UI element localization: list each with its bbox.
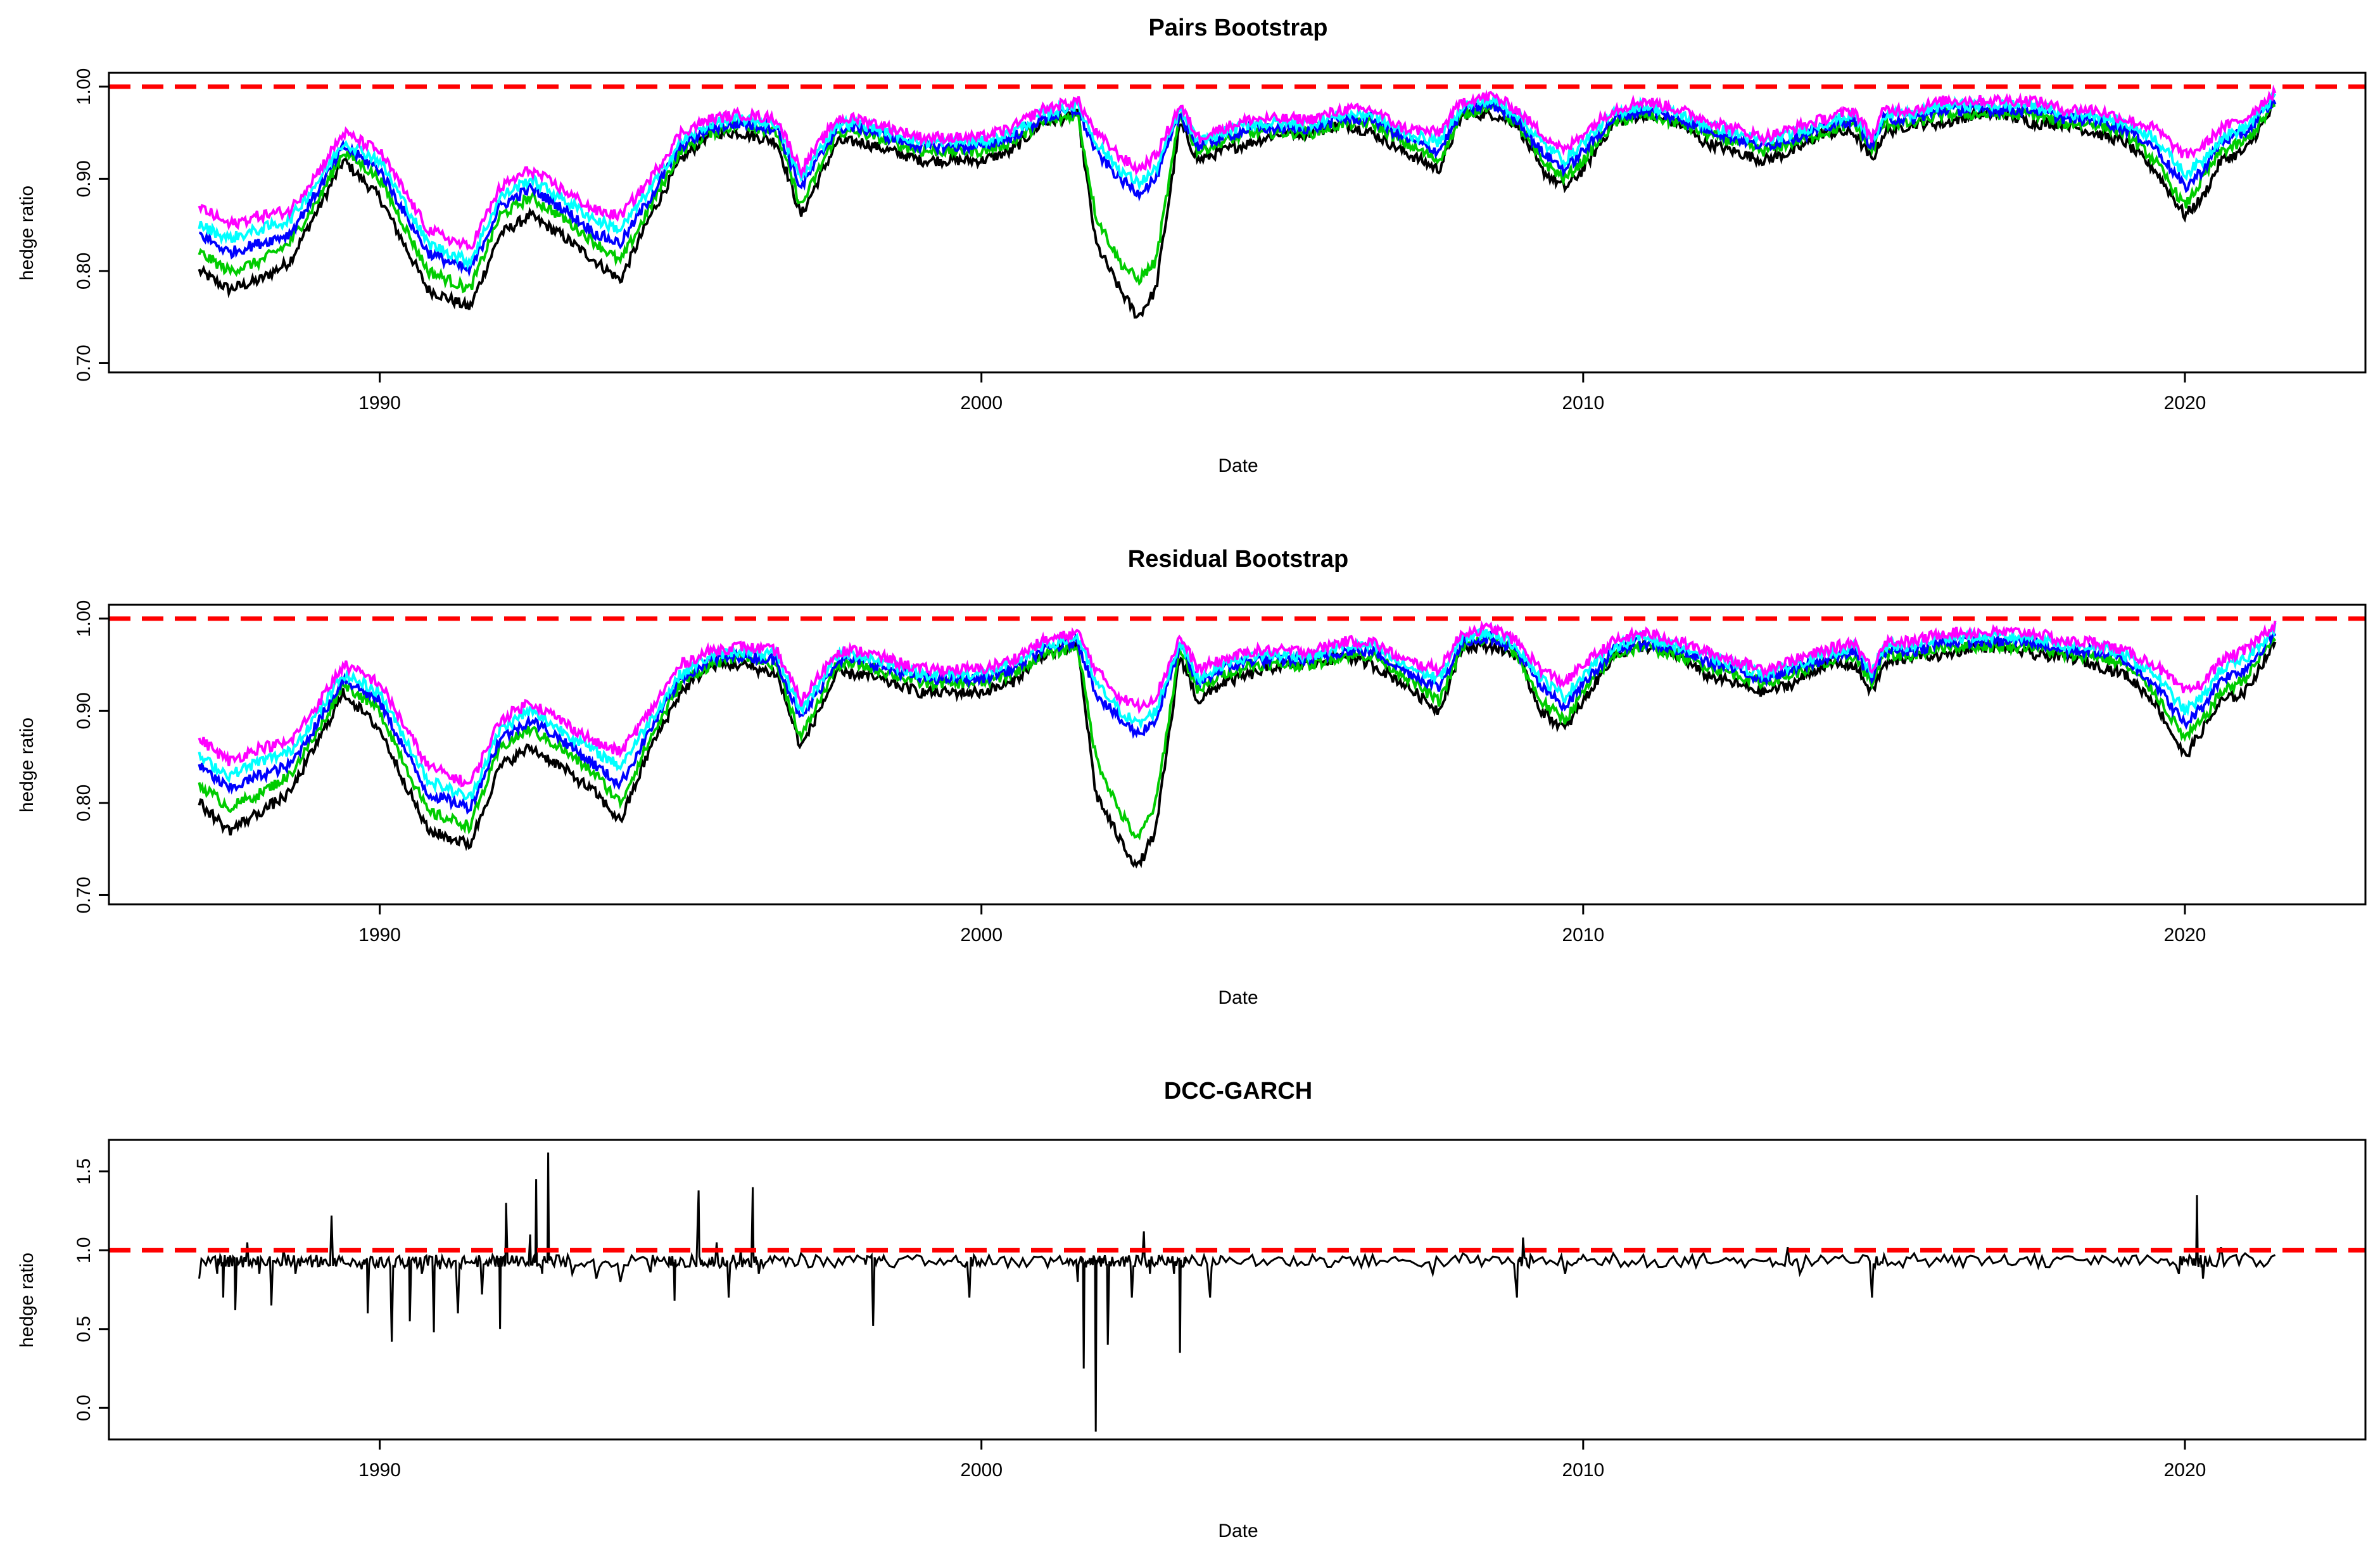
panel-residual-bootstrap: Residual Bootstrap 1990 2000 2010 2020 0.70 0…: [16, 546, 2367, 1008]
series-group: [198, 620, 2277, 869]
y-tick-label: 0.90: [73, 692, 94, 729]
series-line: [198, 84, 2277, 251]
y-axis-label: hedge ratio: [16, 718, 37, 812]
series-group: [198, 1152, 2276, 1432]
series-line: [198, 638, 2277, 869]
plot-frame: [108, 72, 2367, 374]
y-tick-label: 0.5: [73, 1316, 94, 1343]
y-tick-label: 1.0: [73, 1237, 94, 1263]
series-line: [198, 620, 2277, 788]
plot-area: 1990 2000 2010 2020 0.0 0.5 1.0 1.5: [73, 1139, 2367, 1481]
y-tick-label: 0.70: [73, 345, 94, 381]
plot-frame: [108, 604, 2367, 906]
plot-area: 1990 2000 2010 2020 0.70 0.80 0.90 1.00: [73, 600, 2367, 945]
y-tick-label: 1.00: [73, 600, 94, 637]
series-line: [198, 623, 2277, 800]
panel-pairs-bootstrap: Pairs Bootstrap 1990 2000 2010 2020 0.70 0.80…: [16, 15, 2367, 476]
panel-title: Residual Bootstrap: [1128, 546, 1348, 572]
x-tick-label: 2020: [2164, 393, 2206, 414]
y-axis-label: hedge ratio: [16, 1253, 37, 1348]
series-line: [198, 1152, 2276, 1432]
x-tick-label: 2010: [1562, 925, 1604, 945]
y-tick-label: 1.00: [73, 68, 94, 105]
x-tick-label: 1990: [358, 925, 401, 945]
panel-title: DCC-GARCH: [1164, 1078, 1312, 1104]
y-tick-label: 1.5: [73, 1158, 94, 1185]
plot-frame: [108, 1139, 2367, 1441]
x-tick-label: 1990: [358, 393, 401, 414]
plot-area: 1990 2000 2010 2020 0.70 0.80 0.90 1.00: [73, 68, 2367, 414]
x-tick-label: 2020: [2164, 925, 2206, 945]
x-tick-label: 2010: [1562, 393, 1604, 414]
series-group: [198, 84, 2277, 319]
y-tick-label: 0.90: [73, 160, 94, 197]
y-axis-label: hedge ratio: [16, 186, 37, 281]
y-tick-label: 0.0: [73, 1394, 94, 1421]
x-tick-label: 2000: [960, 925, 1003, 945]
x-axis-label: Date: [1218, 1521, 1258, 1541]
x-axis-label: Date: [1218, 455, 1258, 476]
x-tick-label: 2000: [960, 1460, 1003, 1481]
x-tick-label: 2020: [2164, 1460, 2206, 1481]
y-tick-label: 0.80: [73, 253, 94, 289]
x-tick-label: 2010: [1562, 1460, 1604, 1481]
x-tick-label: 2000: [960, 393, 1003, 414]
x-tick-label: 1990: [358, 1460, 401, 1481]
panel-dcc-garch: DCC-GARCH 1990 2000 2010 2020 0.0 0.5 1.0 1.5 D…: [16, 1078, 2367, 1541]
y-tick-label: 0.70: [73, 876, 94, 913]
panel-title: Pairs Bootstrap: [1149, 15, 1328, 41]
x-axis-label: Date: [1218, 987, 1258, 1008]
y-tick-label: 0.80: [73, 785, 94, 821]
